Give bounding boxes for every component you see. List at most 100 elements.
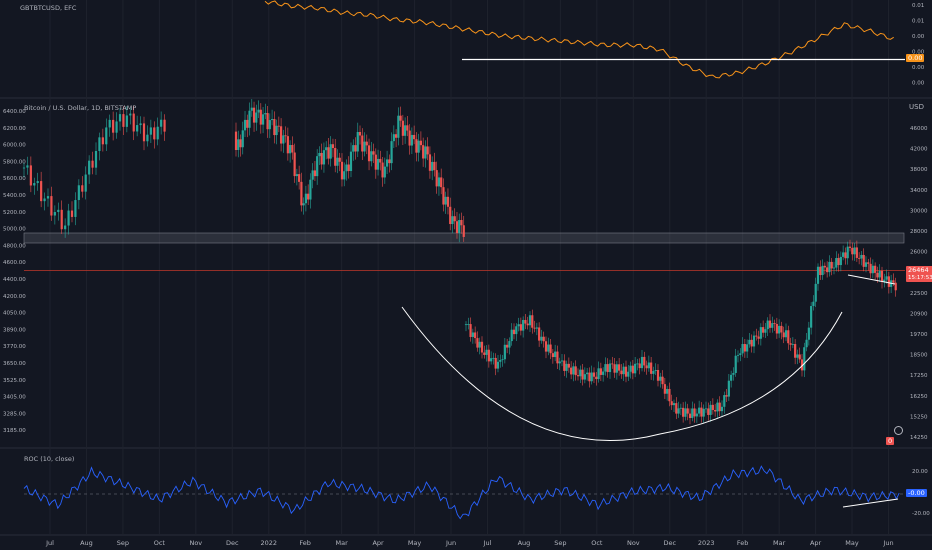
left-y-tick-label: 3770.00 bbox=[3, 344, 26, 350]
top-pane-badge: 0.00 bbox=[906, 54, 925, 62]
candle-body bbox=[410, 134, 413, 146]
x-tick-label: Jul bbox=[483, 539, 492, 547]
right-y-tick-label: 46000 bbox=[910, 126, 928, 132]
small-red-badge[interactable]: 0 bbox=[886, 437, 895, 445]
candle-body bbox=[105, 127, 108, 145]
candle-body bbox=[363, 141, 366, 152]
candle-body bbox=[730, 374, 733, 381]
candle-body bbox=[723, 395, 726, 407]
candle-body bbox=[453, 216, 456, 222]
candle-body bbox=[634, 363, 637, 374]
left-y-tick-label: 5200.00 bbox=[3, 210, 26, 216]
candle-body bbox=[108, 119, 111, 128]
candle-body bbox=[22, 167, 26, 169]
candle-body bbox=[26, 165, 29, 168]
roc-y-tick-label: 20.00 bbox=[912, 469, 928, 475]
left-y-tick-label: 3650.00 bbox=[3, 361, 26, 367]
candle-body bbox=[327, 147, 330, 159]
candle-body bbox=[894, 282, 897, 291]
candle-body bbox=[153, 127, 156, 140]
candle-body bbox=[597, 368, 600, 380]
candle-body bbox=[46, 196, 50, 199]
candle-body bbox=[365, 141, 368, 146]
candle-body bbox=[43, 198, 46, 202]
candle-body bbox=[624, 366, 628, 377]
left-y-tick-label: 5000.00 bbox=[3, 227, 26, 233]
roc-y-tick-label: -20.00 bbox=[912, 511, 930, 517]
candle-body bbox=[374, 154, 377, 170]
candle-body bbox=[620, 370, 623, 375]
cup-curve-annotation bbox=[401, 306, 843, 441]
settings-icon[interactable] bbox=[894, 426, 903, 435]
left-y-tick-label: 4400.00 bbox=[3, 277, 26, 283]
candle-body bbox=[746, 344, 749, 352]
candle-body bbox=[413, 134, 416, 140]
right-y-tick-label: 28000 bbox=[910, 229, 928, 235]
price-badge: 26464 15:17:53 bbox=[906, 266, 932, 282]
candle-body bbox=[714, 410, 717, 412]
candle-body bbox=[766, 320, 769, 330]
left-y-tick-label: 3525.00 bbox=[3, 378, 26, 384]
x-tick-label: Mar bbox=[336, 539, 349, 547]
candle-body bbox=[839, 256, 842, 266]
candle-body bbox=[392, 134, 395, 142]
candle-body bbox=[590, 372, 593, 382]
candle-body bbox=[480, 341, 484, 353]
candle-body bbox=[259, 109, 262, 125]
candle-body bbox=[677, 408, 680, 414]
candle-body bbox=[670, 401, 673, 406]
candle-body bbox=[311, 170, 314, 180]
left-y-tick-label: 4600.00 bbox=[3, 260, 26, 266]
candle-body bbox=[286, 136, 289, 154]
candle-body bbox=[672, 403, 676, 406]
candle-body bbox=[759, 327, 762, 339]
candle-body bbox=[291, 144, 294, 153]
candle-body bbox=[606, 364, 609, 373]
candle-body bbox=[94, 150, 98, 168]
candle-body bbox=[540, 336, 543, 341]
candle-body bbox=[469, 324, 472, 337]
x-tick-label: Nov bbox=[627, 539, 640, 547]
candle-body bbox=[887, 276, 890, 287]
candle-body bbox=[816, 266, 820, 284]
candle-body bbox=[442, 187, 445, 205]
candle-body bbox=[522, 319, 525, 331]
x-tick-label: Feb bbox=[299, 539, 311, 547]
candle-body bbox=[309, 179, 312, 200]
candle-body bbox=[460, 220, 463, 226]
x-tick-label: Jun bbox=[882, 539, 893, 547]
candle-body bbox=[782, 332, 785, 338]
left-y-tick-label: 5800.00 bbox=[3, 159, 26, 165]
candle-body bbox=[239, 139, 242, 148]
candle-body bbox=[880, 270, 884, 282]
candle-body bbox=[478, 341, 481, 348]
candle-body bbox=[727, 380, 730, 397]
candle-body bbox=[367, 145, 371, 162]
candle-body bbox=[805, 339, 808, 348]
top-y-tick-label: 0.00 bbox=[912, 81, 925, 87]
candle-body bbox=[595, 376, 598, 380]
candle-body bbox=[860, 254, 863, 259]
candle-body bbox=[663, 384, 666, 394]
candle-body bbox=[798, 354, 801, 360]
roc-series-line bbox=[23, 465, 900, 520]
price-badge-time: 15:17:53 bbox=[908, 275, 932, 281]
candle-body bbox=[565, 363, 568, 371]
candle-body bbox=[556, 351, 559, 364]
right-y-tick-label: 34000 bbox=[910, 188, 928, 194]
candle-body bbox=[501, 359, 504, 361]
right-y-tick-label: 16250 bbox=[910, 394, 928, 400]
candle-body bbox=[784, 330, 788, 338]
candle-body bbox=[592, 372, 596, 377]
right-y-tick-label: 20900 bbox=[910, 311, 928, 317]
candle-body bbox=[864, 262, 868, 267]
candle-body bbox=[449, 206, 452, 225]
right-y-tick-label: 18500 bbox=[910, 353, 928, 359]
candle-body bbox=[732, 372, 735, 375]
x-tick-label: Dec bbox=[663, 539, 676, 547]
candle-body bbox=[558, 361, 561, 364]
candle-body bbox=[613, 364, 616, 373]
candle-body bbox=[304, 193, 308, 204]
candle-body bbox=[293, 152, 296, 177]
candle-body bbox=[560, 360, 564, 362]
